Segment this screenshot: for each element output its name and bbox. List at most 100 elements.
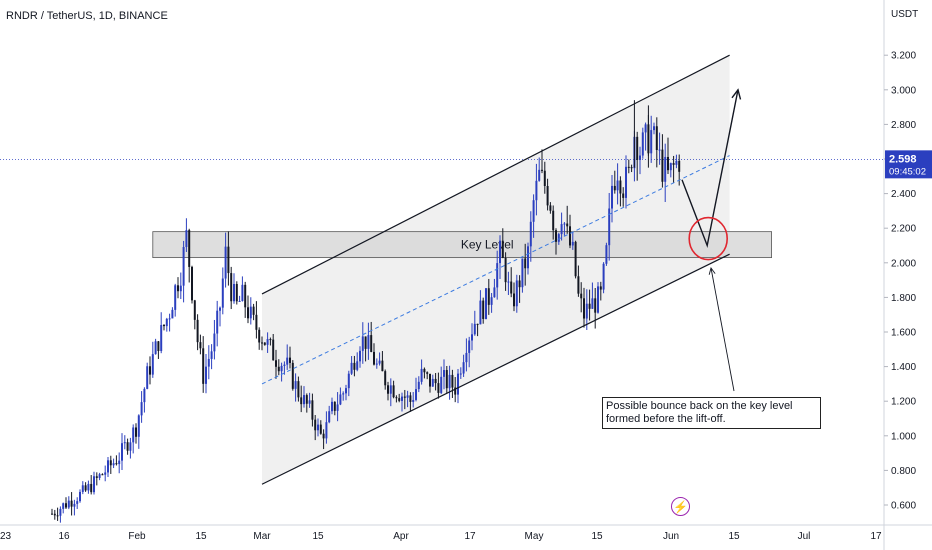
candle-body [440, 376, 443, 393]
candle-body [457, 373, 459, 395]
candle-body [574, 241, 577, 277]
price-tick-label: 3.000 [891, 85, 916, 96]
candle-body [112, 463, 115, 466]
candle-body [123, 442, 126, 444]
candle-body [53, 513, 56, 516]
candle-body [303, 395, 305, 405]
candle-body [577, 276, 580, 294]
candle-body [417, 381, 420, 390]
candle-body [339, 394, 342, 405]
candle-body [252, 306, 255, 315]
time-tick-label: Jun [663, 531, 679, 542]
current-price-label: 2.598 [889, 153, 917, 165]
drawings-layer [261, 54, 742, 485]
candle-body [65, 503, 67, 508]
candle-body [353, 362, 356, 370]
candle-body [409, 395, 412, 402]
candle-body [401, 396, 403, 401]
candle-body [473, 323, 476, 335]
candle-body [613, 185, 616, 191]
candle-body [415, 389, 417, 400]
candle-body [398, 398, 401, 401]
candle-body [594, 298, 597, 313]
candle-body [672, 163, 675, 165]
candle-body [437, 383, 440, 393]
candle-body [510, 281, 513, 294]
time-tick-label: Jul [798, 531, 811, 542]
candle-body [350, 362, 353, 374]
candle-body [426, 372, 429, 374]
candle-body [300, 397, 303, 405]
price-tick-label: 1.400 [891, 362, 916, 373]
candle-body [557, 234, 560, 242]
lightning-icon[interactable]: ⚡ [671, 497, 690, 516]
candle-body [527, 246, 529, 269]
candle-body [423, 368, 426, 373]
candle-body [272, 339, 275, 361]
price-tick-label: 1.800 [891, 293, 916, 304]
channel-lower-line [261, 253, 730, 485]
candle-body [462, 362, 465, 374]
candle-body [205, 366, 207, 384]
candle-body [431, 378, 434, 387]
candle-body [538, 169, 541, 181]
candle-body [583, 298, 585, 319]
candle-body [364, 336, 367, 349]
candle-body [591, 298, 594, 309]
candle-body [258, 329, 261, 343]
candle-body [493, 287, 496, 298]
candle-body [412, 399, 415, 402]
time-tick-label: Feb [128, 531, 146, 542]
annotation-note[interactable]: Possible bounce back on the key level fo… [602, 397, 821, 429]
candle-body [188, 230, 191, 267]
candle-body [535, 180, 538, 201]
candle-body [62, 503, 65, 509]
time-tick-label: 15 [195, 531, 207, 542]
candle-body [126, 442, 129, 451]
candle-body [566, 223, 569, 227]
candle-body [314, 419, 317, 431]
time-tick-label: 17 [464, 531, 476, 542]
candle-body [625, 166, 627, 198]
candle-body [261, 342, 263, 344]
candle-body [560, 224, 563, 235]
candle-body [297, 381, 300, 398]
candle-body [513, 293, 515, 307]
candle-body [465, 352, 468, 363]
candle-body [356, 361, 359, 370]
candle-body [552, 210, 555, 231]
time-tick-label: Apr [393, 531, 409, 542]
channel-upper-line [261, 54, 730, 295]
candle-body [678, 160, 681, 172]
candle-body [233, 283, 235, 302]
candle-body [160, 324, 163, 351]
candle-body [121, 443, 123, 461]
candle-body [524, 258, 527, 269]
candle-body [59, 508, 62, 516]
candle-body [367, 335, 370, 349]
candle-body [81, 485, 84, 492]
candle-body [255, 314, 258, 330]
candle-body [622, 193, 625, 198]
price-tick-label: 1.200 [891, 397, 916, 408]
candle-body [331, 401, 333, 412]
candle-body [235, 283, 238, 302]
candle-body [496, 263, 499, 288]
candle-body [639, 155, 641, 160]
price-tick-label: 1.000 [891, 431, 916, 442]
candle-body [375, 363, 378, 365]
candle-body [132, 427, 135, 443]
price-tick-label: 0.800 [891, 466, 916, 477]
candle-body [518, 280, 521, 288]
candle-body [543, 170, 546, 186]
time-tick-label: May [525, 531, 544, 542]
candle-body [249, 306, 252, 319]
candle-body [468, 340, 471, 353]
candle-body [569, 226, 571, 246]
candle-body [644, 124, 647, 133]
candle-body [280, 365, 283, 372]
time-tick-label: Mar [253, 531, 271, 542]
candle-body [221, 278, 224, 308]
candle-body [146, 366, 149, 389]
